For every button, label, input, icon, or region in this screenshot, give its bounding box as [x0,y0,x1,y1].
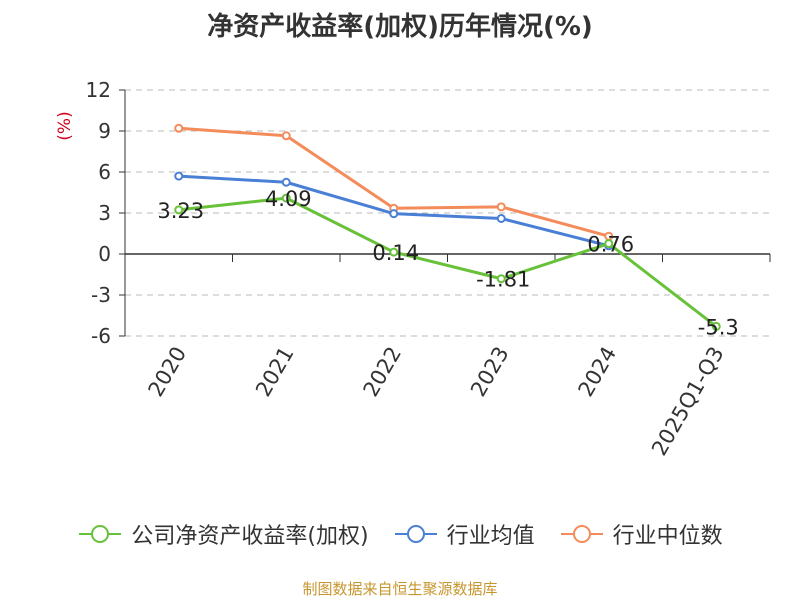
legend-dot-company [91,525,110,543]
series-point [174,205,184,215]
series-point [174,171,184,181]
legend-label-industry-mean: 行业均值 [446,524,535,549]
legend-item-industry-mean[interactable]: 行业均值 [393,518,535,550]
legend-label-company: 公司净资产收益率(加权) [131,524,369,549]
legend-marker-company [79,525,122,543]
x-tick-label: 2023 [466,343,514,401]
source-footer: 制图数据来自恒生聚源数据库 [302,580,498,598]
y-tick-label: -3 [91,283,111,307]
chart-title: 净资产收益率(加权)历年情况(%) [207,12,593,42]
data-label: -5.3 [698,315,739,339]
legend-dot-industry-median [572,525,591,543]
x-tick-label: 2022 [359,343,407,401]
x-tick-label: 2024 [574,343,622,401]
y-tick-label: 3 [98,201,111,225]
series-point [496,202,506,212]
x-tick-label: 2025Q1-Q3 [647,343,729,460]
y-tick-label: 12 [86,78,111,102]
data-label: 0.14 [372,241,419,265]
series-point [174,123,184,133]
legend-marker-industry-median [560,525,603,543]
series-point [389,247,399,257]
y-tick-label: 6 [98,160,111,184]
chart-legend: 公司净资产收益率(加权) 行业均值 行业中位数 [0,518,800,550]
series-line [178,126,610,238]
x-tick-label: 2021 [251,343,299,401]
data-label: 4.09 [265,187,312,211]
series-point [281,177,291,187]
legend-item-industry-median[interactable]: 行业中位数 [559,518,723,550]
series-point [604,239,614,249]
series-point [496,213,506,223]
legend-label-industry-median: 行业中位数 [612,524,723,549]
y-tick-label: 0 [98,242,111,266]
data-label: -1.81 [476,268,530,292]
x-tick-label: 2020 [144,343,192,401]
legend-item-company[interactable]: 公司净资产收益率(加权) [77,518,369,550]
legend-dot-industry-mean [406,525,425,543]
series-point [281,193,291,203]
series-line [178,196,718,328]
legend-marker-industry-mean [394,525,437,543]
y-tick-label: 9 [98,119,111,143]
series-point [389,209,399,219]
series-point [281,131,291,141]
series-point [711,321,721,331]
data-label: 3.23 [157,199,204,223]
data-label: 0.76 [587,233,634,257]
y-tick-label: -6 [91,324,111,348]
y-axis-unit-label: (%) [55,111,75,140]
series-point [496,274,506,284]
